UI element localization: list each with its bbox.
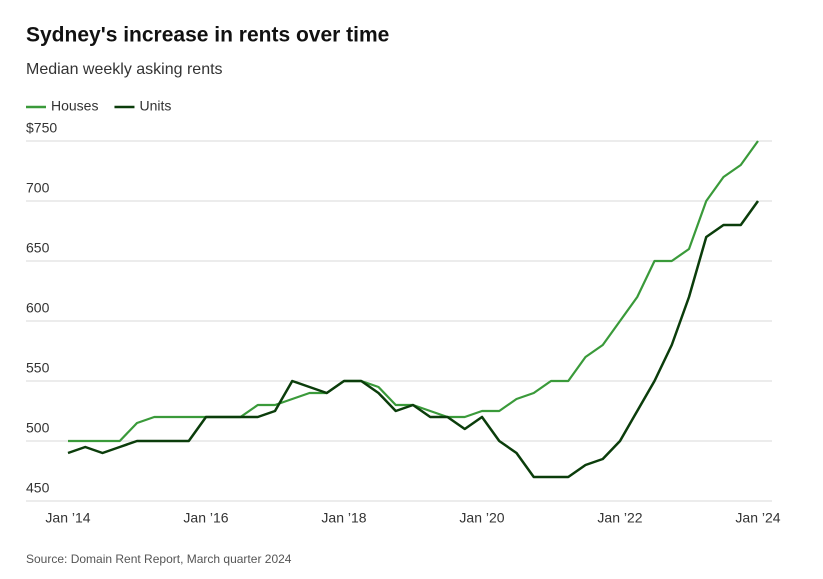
line-series xyxy=(67,200,760,479)
y-tick-label: 500 xyxy=(26,420,50,436)
x-tick-label: Jan ’16 xyxy=(183,510,228,526)
x-tick-label: Jan ’14 xyxy=(45,510,90,526)
x-tick-label: Jan ’24 xyxy=(735,510,780,526)
chart-subtitle: Median weekly asking rents xyxy=(26,61,223,78)
legend-label: Units xyxy=(139,98,171,114)
x-tick-label: Jan ’18 xyxy=(321,510,366,526)
y-tick-label: 550 xyxy=(26,360,50,376)
chart-title: Sydney's increase in rents over time xyxy=(26,24,389,47)
x-tick-label: Jan ’20 xyxy=(459,510,504,526)
y-tick-label: 700 xyxy=(26,180,50,196)
legend-label: Houses xyxy=(51,98,98,114)
y-tick-label: 650 xyxy=(26,240,50,256)
y-tick-label: 450 xyxy=(26,480,50,496)
y-tick-label: 600 xyxy=(26,300,50,316)
source: Source: Domain Rent Report, March quarte… xyxy=(26,552,292,566)
x-tick-label: Jan ’22 xyxy=(597,510,642,526)
line-series xyxy=(68,140,759,443)
y-tick-label: $750 xyxy=(26,120,57,136)
